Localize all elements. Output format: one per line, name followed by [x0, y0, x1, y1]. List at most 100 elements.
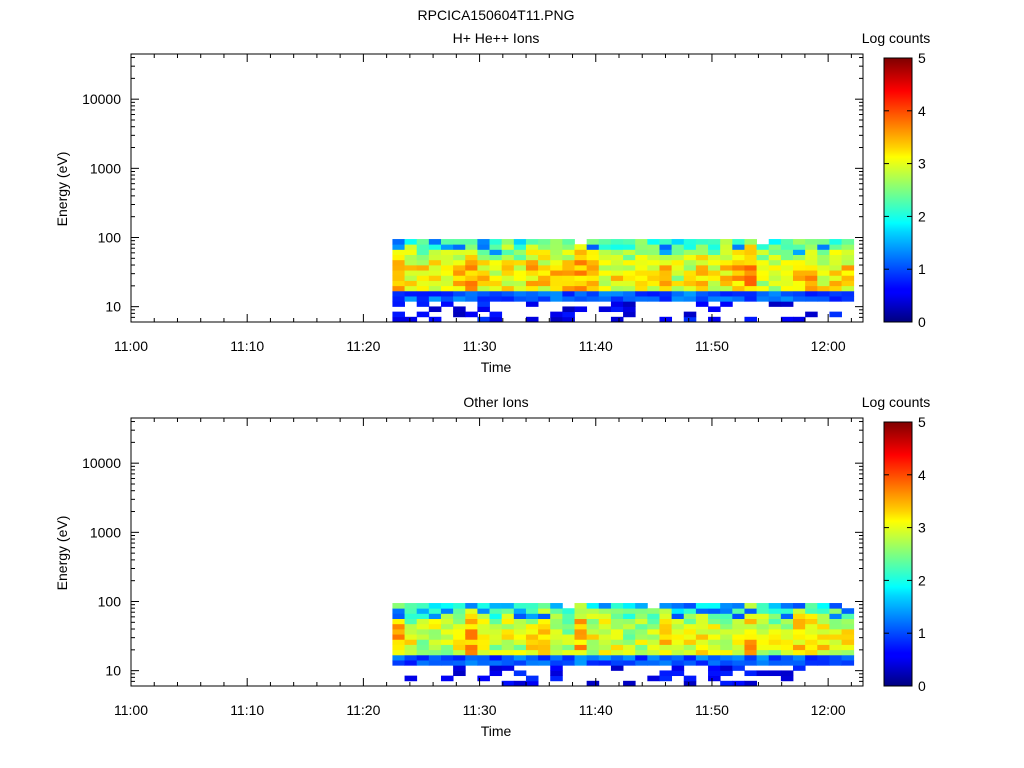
- spectrogram-cell: [586, 259, 600, 266]
- spectrogram-cell: [404, 654, 418, 661]
- spectrogram-cell: [829, 275, 842, 281]
- spectrogram-cell: [720, 639, 733, 645]
- spectrogram-cell: [610, 665, 624, 671]
- spectrogram-cell: [428, 628, 442, 635]
- spectrogram-cell: [793, 264, 806, 271]
- spectrogram-cell: [841, 628, 855, 635]
- spectrogram-cell: [744, 264, 757, 271]
- spectrogram-cell: [550, 296, 563, 302]
- spectrogram-cell: [720, 285, 733, 292]
- spectrogram-cell: [695, 649, 709, 656]
- spectrogram-cell: [440, 603, 454, 609]
- spectrogram-cell: [635, 639, 648, 645]
- spectrogram-cell: [538, 603, 551, 609]
- spectrogram-cell: [550, 665, 563, 671]
- spectrogram-cell: [610, 306, 624, 313]
- spectrogram-cell: [538, 290, 551, 297]
- spectrogram-cell: [610, 290, 624, 297]
- spectrogram-cell: [562, 254, 575, 261]
- spectrogram-cell: [428, 259, 442, 266]
- spectrogram-cell: [513, 634, 527, 640]
- y-tick-label: 10000: [82, 455, 121, 471]
- spectrogram-cell: [513, 608, 527, 614]
- spectrogram-cell: [720, 244, 733, 250]
- spectrogram-cell: [671, 254, 685, 261]
- spectrogram-cell: [841, 264, 855, 271]
- spectrogram-cell: [562, 623, 575, 630]
- spectrogram-cell: [720, 259, 733, 266]
- spectrogram-cell: [635, 603, 648, 609]
- spectrogram-cell: [659, 280, 673, 287]
- spectrogram-cell: [671, 623, 685, 630]
- spectrogram-cell: [817, 254, 830, 261]
- spectrogram-cell: [623, 628, 636, 635]
- spectrogram-cell: [708, 634, 721, 640]
- spectrogram-cell: [440, 675, 454, 682]
- spectrogram-cell: [695, 264, 709, 271]
- spectrogram-cell: [647, 608, 660, 614]
- spectrogram-cell: [720, 239, 733, 245]
- spectrogram-cell: [416, 264, 430, 271]
- spectrogram-cell: [586, 644, 600, 651]
- spectrogram-cell: [817, 639, 830, 645]
- spectrogram-cell: [841, 613, 855, 619]
- spectrogram-cell: [805, 634, 818, 640]
- spectrogram-cell: [525, 244, 539, 250]
- spectrogram-cell: [525, 644, 539, 651]
- spectrogram-cell: [744, 618, 757, 625]
- spectrogram-cell: [489, 259, 503, 266]
- spectrogram-cell: [513, 649, 527, 656]
- spectrogram-cell: [538, 644, 551, 651]
- spectrogram-cell: [647, 660, 660, 666]
- spectrogram-cell: [780, 254, 794, 261]
- spectrogram-cell: [647, 634, 660, 640]
- spectrogram-cell: [586, 618, 600, 625]
- spectrogram-cell: [453, 639, 466, 645]
- spectrogram-cell: [513, 249, 527, 255]
- spectrogram-cell: [428, 244, 442, 250]
- x-axis-label: Time: [481, 359, 512, 375]
- spectrogram-cell: [623, 608, 636, 614]
- spectrogram-cell: [720, 603, 733, 609]
- spectrogram-cell: [659, 285, 673, 292]
- spectrogram-cell: [817, 608, 830, 614]
- spectrogram-cell: [708, 618, 721, 625]
- spectrogram-cell: [513, 644, 527, 651]
- spectrogram-cell: [732, 296, 745, 302]
- spectrogram-cell: [780, 628, 794, 635]
- spectrogram-cell: [768, 264, 782, 271]
- spectrogram-cell: [695, 270, 709, 276]
- spectrogram-cell: [598, 249, 612, 255]
- y-axis: 10 100 1000 10000: [82, 57, 863, 323]
- spectrogram-cell: [586, 608, 600, 614]
- spectrogram-cell: [477, 608, 490, 614]
- spectrogram-cell: [695, 290, 709, 297]
- spectrogram-cell: [768, 270, 782, 276]
- spectrogram-cell: [440, 613, 454, 619]
- spectrogram-cell: [708, 608, 721, 614]
- spectrogram-cell: [525, 639, 539, 645]
- spectrogram-cell: [562, 264, 575, 271]
- spectrogram-cell: [610, 280, 624, 287]
- spectrogram-cell: [683, 249, 697, 255]
- spectrogram-cell: [647, 644, 660, 651]
- spectrogram-cell: [404, 613, 418, 619]
- spectrogram-cell: [623, 264, 636, 271]
- spectrogram-cell: [489, 264, 503, 271]
- spectrogram-cell: [623, 644, 636, 651]
- spectrogram-cell: [574, 254, 588, 261]
- spectrogram-cell: [404, 639, 418, 645]
- spectrogram-cell: [635, 654, 648, 661]
- spectrogram-cell: [817, 285, 830, 292]
- x-axis-label: Time: [481, 723, 512, 739]
- spectrogram-cell: [695, 275, 709, 281]
- spectrogram-cell: [756, 613, 770, 619]
- spectrogram-cell: [416, 290, 430, 297]
- spectrogram-cell: [562, 249, 575, 255]
- spectrogram-cell: [708, 239, 721, 245]
- spectrogram-cell: [525, 285, 539, 292]
- spectrogram-cell: [732, 623, 745, 630]
- x-tick-label: 11:50: [695, 702, 729, 718]
- spectrogram-cell: [695, 244, 709, 250]
- spectrogram-cell: [513, 654, 527, 661]
